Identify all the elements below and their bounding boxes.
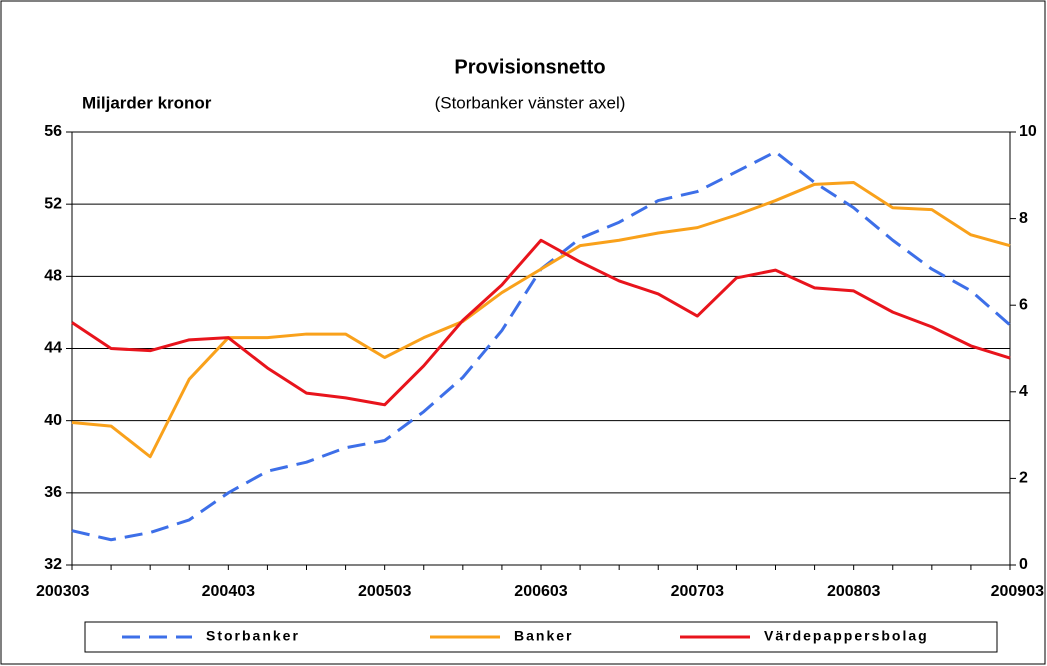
chart-subtitle: (Storbanker vänster axel): [435, 93, 626, 112]
y2-tick-label: 6: [1019, 296, 1028, 313]
x-tick-label: 200703: [671, 583, 724, 600]
chart-title: Provisionsnetto: [454, 56, 605, 78]
series-line: [71, 238, 1011, 407]
y2-tick-label: 10: [1019, 123, 1037, 140]
y-tick-label: 32: [44, 556, 62, 573]
y-tick-label: 36: [44, 484, 62, 501]
legend-label: Storbanker: [206, 628, 300, 644]
legend-label: Banker: [514, 628, 573, 644]
y-tick-label: 48: [44, 268, 62, 285]
y-tick-label: 44: [44, 340, 62, 357]
x-tick-label: 200303: [36, 583, 89, 600]
y2-tick-label: 8: [1019, 210, 1028, 227]
y-tick-label: 56: [44, 123, 62, 140]
legend-box: [84, 621, 998, 653]
y-tick-label: 52: [44, 195, 62, 212]
legend-label: Värdepappersbolag: [764, 628, 929, 644]
x-tick-label: 200803: [827, 583, 880, 600]
x-tick-label: 200903: [991, 583, 1044, 600]
y2-tick-label: 2: [1019, 470, 1028, 487]
y2-tick-label: 0: [1019, 556, 1028, 573]
x-tick-label: 200503: [358, 583, 411, 600]
y2-tick-label: 4: [1019, 383, 1028, 400]
y-axis-label: Miljarder kronor: [82, 93, 212, 112]
x-tick-label: 200403: [202, 583, 255, 600]
y-tick-label: 40: [44, 412, 62, 429]
x-tick-label: 200603: [514, 583, 567, 600]
